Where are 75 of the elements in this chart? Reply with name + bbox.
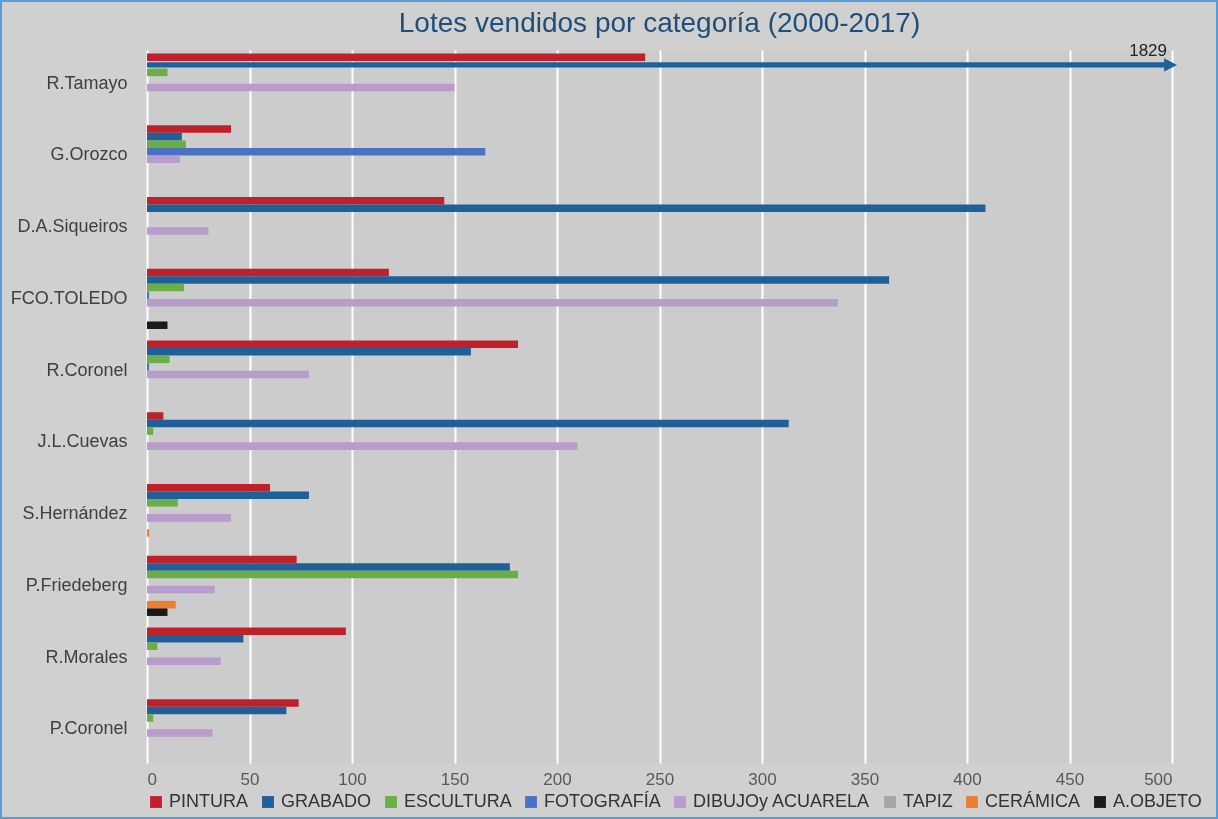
bar — [147, 714, 154, 722]
bar — [147, 514, 232, 522]
chart-title: Lotes vendidos por categoría (2000-2017) — [398, 6, 921, 38]
legend-label: PINTURA — [169, 791, 249, 811]
x-tick-label: 50 — [240, 769, 260, 789]
bar — [147, 291, 150, 299]
bar — [147, 483, 270, 492]
bar — [147, 427, 154, 435]
bar — [147, 419, 789, 428]
bar — [147, 563, 510, 571]
y-tick-label: FCO.TOLEDO — [10, 287, 128, 308]
x-tick-label: 100 — [338, 769, 367, 789]
bar — [147, 600, 176, 609]
bar — [147, 227, 209, 235]
bar — [147, 340, 519, 349]
legend-label: TAPIZ — [903, 791, 953, 811]
bar — [147, 140, 186, 148]
bar — [147, 125, 232, 133]
x-tick-label: 300 — [748, 769, 777, 789]
bar — [147, 83, 455, 92]
bar — [147, 276, 890, 284]
bar — [147, 155, 180, 163]
bar — [147, 642, 158, 651]
bar — [147, 529, 150, 537]
legend-label: DIBUJOy ACUARELA — [693, 791, 870, 811]
bar — [147, 283, 184, 292]
x-tick-label: 0 — [147, 769, 157, 789]
legend-label: FOTOGRAFÍA — [544, 791, 661, 811]
bar — [147, 197, 445, 205]
x-tick-label: 150 — [440, 769, 470, 789]
bar — [147, 268, 389, 277]
y-tick-label: R.Coronel — [46, 359, 128, 380]
annotation: 1829 — [1129, 40, 1167, 60]
bar — [147, 321, 168, 330]
bar — [147, 634, 244, 643]
x-tick-label: 400 — [953, 769, 982, 789]
legend-label: A.OBJETO — [1113, 791, 1202, 811]
y-tick-label: P.Friedeberg — [25, 574, 128, 595]
bar — [147, 555, 297, 564]
bar — [147, 370, 309, 379]
bar — [147, 627, 346, 635]
y-tick-label: D.A.Siqueiros — [17, 216, 128, 237]
x-tick-label: 450 — [1055, 769, 1085, 789]
y-tick-label: J.L.Cuevas — [37, 431, 128, 452]
legend-label: GRABADO — [281, 791, 372, 811]
bar — [147, 147, 486, 156]
bar — [147, 570, 519, 579]
bar — [147, 491, 309, 500]
bar — [147, 442, 578, 450]
x-tick-label: 500 — [1144, 769, 1173, 789]
bar — [147, 608, 168, 616]
x-tick-label: 250 — [645, 769, 675, 789]
bar — [147, 499, 178, 507]
bar — [147, 68, 168, 77]
y-tick-label: S.Hernández — [22, 503, 128, 524]
bar — [147, 699, 299, 707]
bar — [147, 657, 221, 666]
bar — [147, 298, 838, 307]
bar — [147, 348, 471, 356]
y-tick-label: R.Tamayo — [46, 72, 128, 93]
bar — [147, 132, 182, 141]
bar — [147, 204, 986, 213]
bar — [147, 729, 213, 737]
bar — [147, 706, 287, 715]
y-tick-label: P.Coronel — [49, 718, 128, 739]
y-tick-label: G.Orozco — [50, 144, 128, 165]
y-tick-label: R.Morales — [45, 646, 128, 667]
x-tick-label: 200 — [543, 769, 572, 789]
bar — [147, 585, 215, 594]
bar — [147, 412, 164, 420]
legend-label: CERÁMICA — [985, 791, 1081, 811]
x-tick-label: 350 — [850, 769, 880, 789]
legend-label: ESCULTURA — [404, 791, 512, 811]
bar — [147, 355, 170, 364]
bar — [147, 363, 150, 371]
